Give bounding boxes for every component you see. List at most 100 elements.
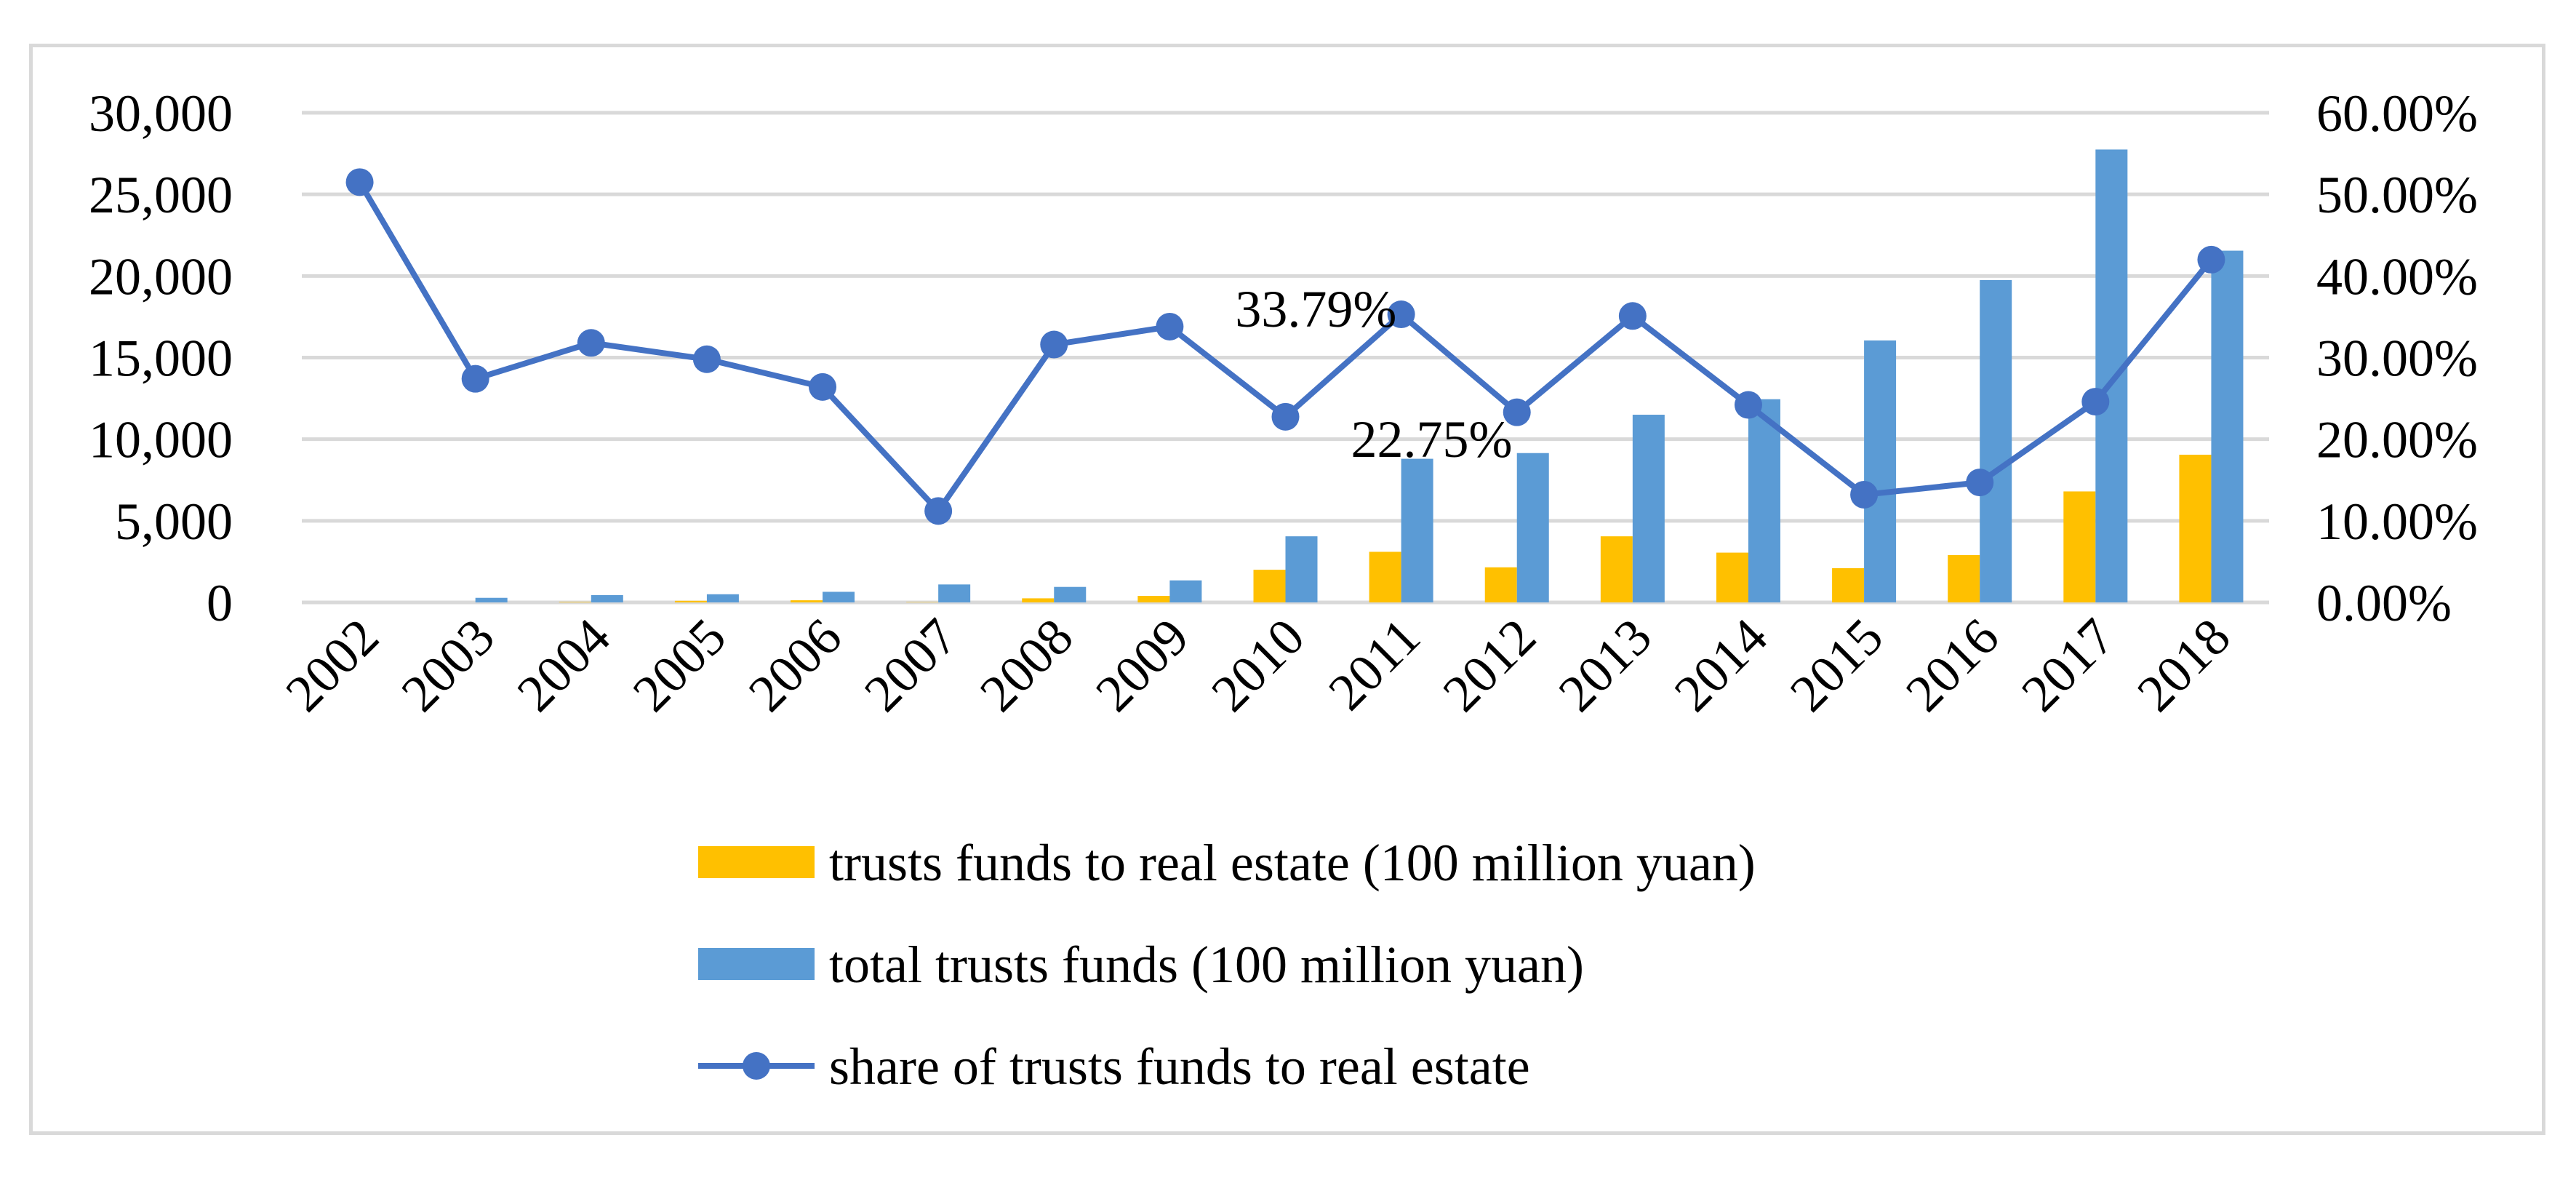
- legend-marker: [743, 1052, 770, 1080]
- x-tick-label: 2004: [506, 608, 621, 722]
- x-axis: 2002 2003 2004 2005 2006 2007 2008 2009 2010 2011…: [274, 608, 2241, 722]
- bar: [1516, 453, 1549, 602]
- bar: [1137, 596, 1170, 602]
- legend-item: total trusts funds (100 million yuan): [698, 936, 1584, 994]
- x-tick-label: 2010: [1200, 608, 1315, 722]
- bar: [1484, 567, 1517, 602]
- bar-series-1: [475, 149, 2244, 603]
- y-right-tick-label: 20.00%: [2316, 411, 2478, 469]
- line-point: [924, 497, 953, 525]
- legend-swatch: [698, 948, 815, 980]
- x-tick-label: 2015: [1779, 608, 1894, 722]
- bar: [1716, 552, 1748, 602]
- bar: [1401, 458, 1433, 602]
- bar: [1285, 536, 1318, 602]
- x-tick-label: 2014: [1663, 608, 1778, 722]
- bar: [591, 594, 623, 602]
- y-right-tick-label: 0.00%: [2316, 574, 2452, 632]
- y-right-tick-label: 60.00%: [2316, 84, 2478, 143]
- bar: [1369, 551, 1401, 602]
- y-left-tick-label: 5,000: [115, 493, 233, 551]
- legend-item: trusts funds to real estate (100 million…: [698, 834, 1756, 892]
- line-point: [1271, 402, 1300, 431]
- legend-label: share of trusts funds to real estate: [829, 1037, 1530, 1096]
- x-tick-label: 2002: [274, 608, 389, 722]
- y-left-tick-label: 10,000: [89, 411, 233, 469]
- y-left-tick-label: 0: [207, 574, 233, 632]
- x-tick-label: 2016: [1895, 608, 2009, 722]
- bar: [791, 600, 823, 602]
- x-tick-label: 2012: [1432, 608, 1547, 722]
- x-tick-label: 2005: [622, 608, 737, 722]
- bar: [674, 600, 707, 602]
- line-point: [577, 329, 605, 357]
- bar: [2211, 250, 2244, 602]
- legend-item: share of trusts funds to real estate: [698, 1037, 1530, 1096]
- y-right-tick-label: 40.00%: [2316, 247, 2478, 306]
- bar: [1054, 586, 1087, 602]
- legend-label: trusts funds to real estate (100 million…: [829, 834, 1756, 892]
- data-label-annotation: 33.79%: [1235, 280, 1396, 338]
- legend-swatch: [698, 846, 815, 878]
- share-line: [357, 180, 2214, 514]
- y-left-tick-label: 25,000: [89, 166, 233, 224]
- line-point: [1618, 302, 1647, 330]
- annotations: 33.79% 22.75%: [1235, 280, 1512, 469]
- bar: [1022, 598, 1055, 602]
- x-tick-label: 2003: [391, 608, 505, 722]
- x-tick-label: 2017: [2010, 608, 2125, 722]
- data-label-annotation: 22.75%: [1351, 410, 1513, 469]
- y-left-tick-label: 15,000: [89, 330, 233, 388]
- gridlines: [302, 111, 2269, 605]
- line-point: [1734, 391, 1762, 419]
- line-series: [345, 168, 2225, 525]
- y-right-tick-label: 10.00%: [2316, 493, 2478, 551]
- line-point: [1503, 398, 1531, 426]
- line-point: [1966, 469, 1994, 497]
- legend-label: total trusts funds (100 million yuan): [829, 936, 1584, 994]
- y-right-tick-label: 30.00%: [2316, 330, 2478, 388]
- legend: trusts funds to real estate (100 million…: [698, 834, 1756, 1096]
- line-point: [2081, 388, 2110, 416]
- x-tick-label: 2008: [969, 608, 1084, 722]
- bar: [1832, 567, 1865, 602]
- bar-series-0: [559, 454, 2212, 602]
- bar: [475, 597, 508, 602]
- line-point: [461, 365, 489, 393]
- x-tick-label: 2007: [853, 608, 968, 722]
- x-tick-label: 2006: [737, 608, 852, 722]
- line-point: [809, 373, 837, 401]
- bar: [1632, 415, 1665, 602]
- line-point: [1850, 480, 1879, 509]
- bar: [2063, 491, 2096, 602]
- bar: [2095, 149, 2128, 603]
- bar: [1748, 399, 1780, 602]
- x-tick-label: 2018: [2126, 608, 2241, 722]
- line-point: [1387, 300, 1415, 329]
- x-tick-label: 2009: [1084, 608, 1199, 722]
- bar-series: [475, 149, 2244, 603]
- line-point: [345, 168, 374, 196]
- line-point: [1040, 330, 1068, 359]
- bar: [1600, 536, 1633, 602]
- line-point: [2197, 245, 2225, 274]
- y-axis-right: 0.00% 10.00% 20.00% 30.00% 40.00% 50.00% 60.00…: [2316, 84, 2478, 632]
- y-axis-left: 0 5,000 10,000 15,000 20,000 25,000 30,000: [89, 84, 233, 632]
- line-point: [692, 345, 721, 373]
- y-left-tick-label: 20,000: [89, 247, 233, 306]
- bar: [706, 594, 739, 602]
- bar: [1169, 580, 1202, 602]
- y-left-tick-label: 30,000: [89, 84, 233, 143]
- x-tick-label: 2013: [1548, 608, 1663, 722]
- bar: [823, 592, 855, 602]
- bar: [1980, 279, 2012, 602]
- y-right-tick-label: 50.00%: [2316, 166, 2478, 224]
- line-point: [1156, 312, 1184, 340]
- bar: [1948, 554, 1980, 602]
- bar: [938, 584, 971, 602]
- x-tick-label: 2011: [1317, 608, 1431, 722]
- bar: [1864, 340, 1897, 602]
- bar: [1253, 570, 1286, 602]
- bar: [2179, 454, 2212, 602]
